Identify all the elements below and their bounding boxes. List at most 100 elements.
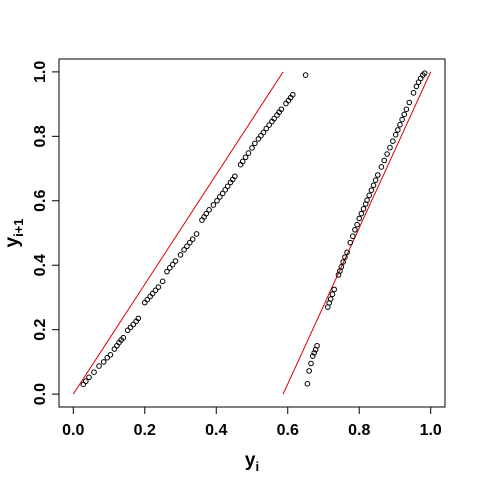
data-point [242,154,249,161]
data-point [177,252,184,258]
y-tick-label: 0.8 [32,125,49,147]
data-point [314,342,320,349]
plot-box [58,58,446,408]
y-tick-label: 0.2 [32,318,49,340]
data-point [245,150,252,156]
y-axis: 0.0 0.2 0.4 0.6 0.8 1.0 [32,61,60,405]
data-point [224,183,231,190]
x-tick-label: 0.2 [134,422,156,439]
data-point [378,164,385,170]
data-point [124,327,131,334]
data-point [289,91,296,98]
data-point [364,197,370,203]
data-point [210,202,217,208]
data-point [120,334,127,341]
y-tick-label: 0.6 [32,190,49,212]
data-point [181,246,187,253]
data-point [410,90,417,96]
data-point [164,268,170,275]
data-point [309,353,316,359]
data-point [306,368,312,374]
data-point [144,296,151,303]
data-point [206,207,212,213]
data-point [135,315,142,322]
data-point [172,258,179,264]
data-point [387,144,393,151]
data-point [155,284,162,290]
data-point [358,210,365,217]
data-point [147,293,153,300]
data-points [80,70,428,388]
data-point [203,210,210,217]
data-point [193,231,200,237]
data-point [130,321,137,328]
data-point [249,145,255,151]
data-point [104,354,111,361]
data-point [329,291,336,298]
data-point [86,374,92,381]
data-point [395,127,401,133]
x-axis: 0.0 0.2 0.4 0.6 0.8 1.0 [62,406,442,439]
x-tick-label: 0.6 [277,422,299,439]
data-point [370,182,377,189]
data-point [239,158,246,165]
data-point [399,116,405,123]
data-point [127,324,134,331]
data-point [401,111,408,118]
data-point [100,359,107,365]
data-point [83,378,89,385]
data-point [159,278,166,285]
x-tick-label: 0.4 [205,422,227,439]
data-point [304,381,311,387]
data-point [372,177,379,183]
data-point [217,194,223,200]
data-point [375,172,381,178]
data-point [360,206,367,212]
data-point [331,286,338,293]
data-point [354,221,360,228]
y-tick-label: 0.4 [32,254,49,276]
data-point [189,236,196,242]
data-point [406,99,413,106]
data-point [232,173,238,180]
x-tick-label: 1.0 [420,422,442,439]
data-point [302,72,309,78]
data-point [392,131,399,138]
data-point [214,197,220,204]
data-point [107,352,114,358]
data-point [149,290,156,297]
data-point [347,239,354,246]
data-point [349,233,356,240]
data-point [96,363,102,369]
data-point [263,125,270,132]
data-point [187,239,193,246]
data-point [327,296,334,302]
data-point [166,265,173,271]
data-point [308,360,314,367]
reference-lines [72,71,432,395]
reference-line [282,71,432,395]
x-tick-label: 0.8 [348,422,370,439]
data-point [278,106,285,113]
data-point [266,122,272,128]
data-point [252,140,258,147]
data-point [141,299,148,306]
data-point [169,261,176,268]
data-point [390,138,396,144]
data-point [397,121,403,128]
data-point [184,243,190,250]
data-point [381,157,388,164]
data-point [260,129,267,136]
y-tick-label: 0.0 [32,383,49,405]
y-axis-title: yi+1 [2,218,26,247]
x-axis-title: yi [245,450,259,474]
data-point [368,187,375,193]
data-point [413,83,420,90]
data-point [403,106,410,113]
reference-line [72,71,284,395]
data-point [366,192,373,199]
data-point [344,249,350,256]
data-point [352,226,358,233]
y-tick-label: 1.0 [32,61,49,83]
